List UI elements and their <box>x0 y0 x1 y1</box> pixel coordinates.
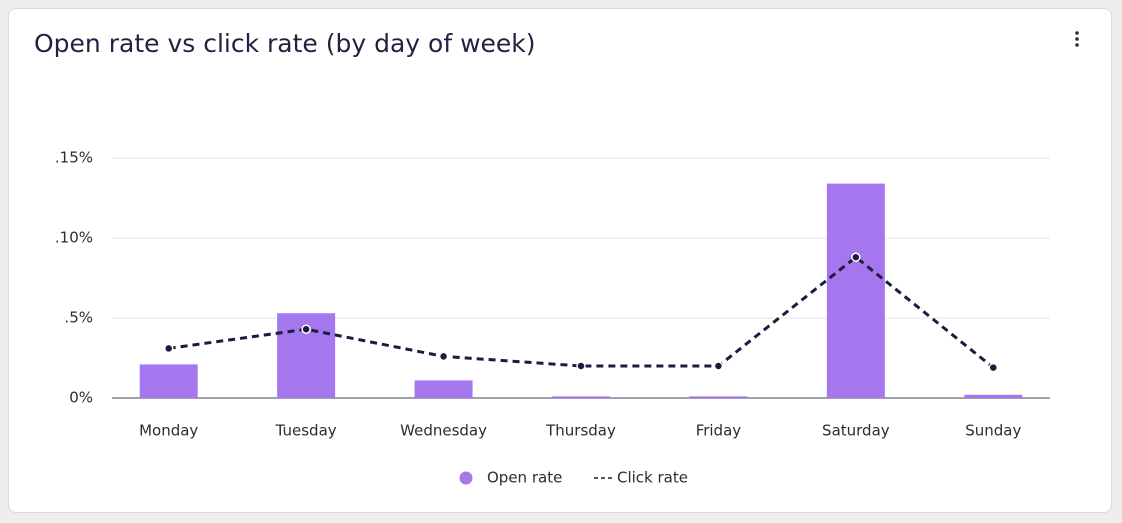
menu-dot[interactable] <box>1075 31 1079 35</box>
y-tick-label: 0% <box>69 389 93 407</box>
y-tick-label: .15% <box>55 149 93 167</box>
chart-title: Open rate vs click rate (by day of week) <box>34 29 536 58</box>
bar <box>414 380 473 398</box>
x-tick-label: Saturday <box>822 422 890 440</box>
x-tick-label: Thursday <box>545 422 616 440</box>
y-tick-label: .5% <box>64 309 93 327</box>
menu-dot[interactable] <box>1075 37 1079 41</box>
bar <box>826 183 885 398</box>
line-point <box>438 351 449 362</box>
line-point <box>576 361 586 371</box>
line-point <box>301 324 311 334</box>
legend-label: Open rate <box>487 469 562 487</box>
card <box>8 8 1112 513</box>
bar <box>552 396 610 398</box>
x-tick-label: Sunday <box>965 422 1021 440</box>
menu-dot[interactable] <box>1075 43 1079 47</box>
x-tick-label: Tuesday <box>275 422 337 440</box>
bar <box>689 396 748 398</box>
menu-button[interactable] <box>1066 28 1088 52</box>
x-tick-label: Friday <box>696 422 742 440</box>
x-tick-label: Wednesday <box>400 422 487 440</box>
line-point <box>988 362 999 373</box>
y-tick-label: .10% <box>55 229 93 247</box>
legend-label: Click rate <box>617 469 688 487</box>
bar <box>964 394 1023 398</box>
line-point <box>713 361 724 371</box>
bar <box>139 364 198 398</box>
line-point <box>851 252 861 262</box>
legend-swatch <box>459 471 473 485</box>
x-tick-label: Monday <box>139 422 198 440</box>
line-point <box>163 343 174 354</box>
